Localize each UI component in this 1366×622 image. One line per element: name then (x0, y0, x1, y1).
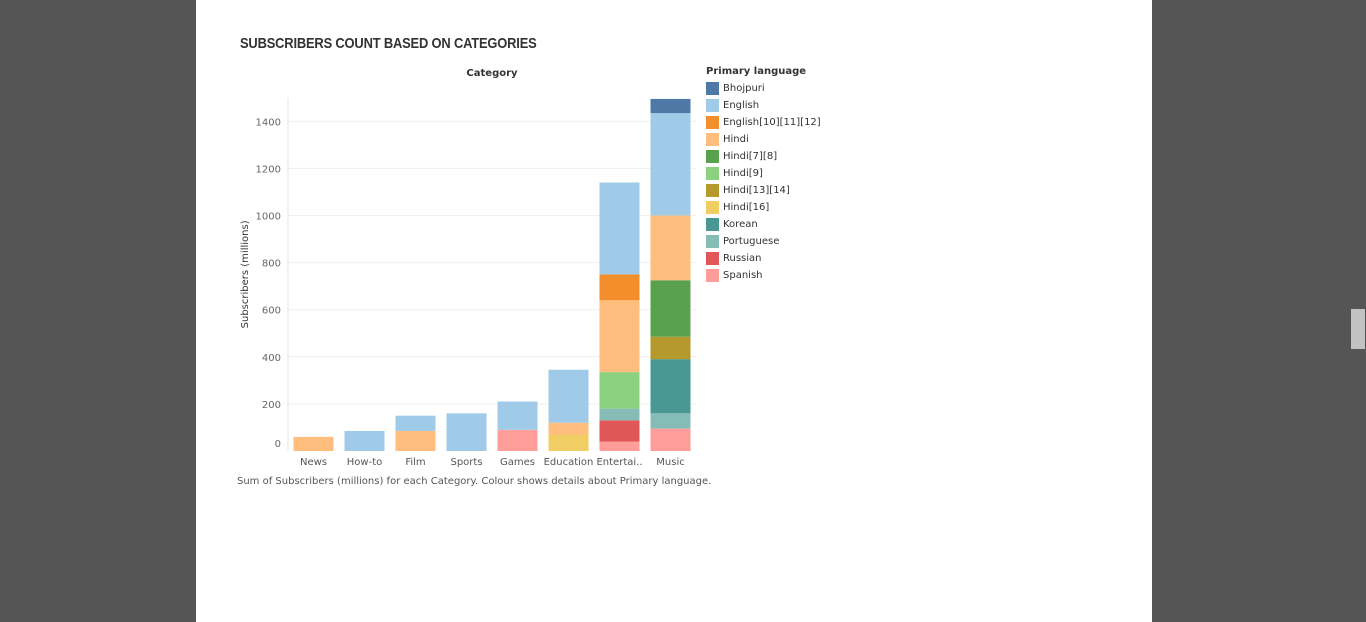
category-label: How-to (347, 457, 382, 468)
bar-segment (395, 430, 436, 451)
legend-title: Primary language (706, 66, 807, 77)
legend-label: Hindi[7][8] (723, 151, 778, 162)
legend-item[interactable]: Hindi (706, 131, 821, 148)
bar-segment (599, 408, 640, 421)
bar-segment (599, 274, 640, 301)
bar-segment (293, 436, 334, 451)
y-tick-label: 1000 (256, 212, 281, 223)
legend-label: English[10][11][12] (723, 117, 821, 128)
legend-item[interactable]: Hindi[9] (706, 165, 821, 182)
y-tick-label: 200 (262, 400, 281, 411)
bar-segment (599, 300, 640, 373)
category-label: Music (656, 457, 684, 468)
category-label: Games (500, 457, 535, 468)
legend-item[interactable]: Portuguese (706, 233, 821, 250)
legend-item[interactable]: Hindi[13][14] (706, 182, 821, 199)
category-label: Sports (450, 457, 482, 468)
legend-swatch (706, 184, 719, 197)
bar-segment (650, 428, 691, 451)
bar-segment (650, 280, 691, 337)
legend-swatch (706, 235, 719, 248)
legend-swatch (706, 99, 719, 112)
legend-label: Spanish (723, 270, 763, 281)
legend-label: Hindi[9] (723, 168, 763, 179)
legend-swatch (706, 252, 719, 265)
legend-label: Portuguese (723, 236, 780, 247)
legend-swatch (706, 82, 719, 95)
bar-segment (497, 429, 538, 451)
bar-segment (497, 401, 538, 430)
legend-label: English (723, 100, 760, 111)
legend-item[interactable]: English[10][11][12] (706, 114, 821, 131)
legend-swatch (706, 201, 719, 214)
bar-segment (395, 415, 436, 431)
bar-segment (650, 98, 691, 114)
dashboard-page: SUBSCRIBERS COUNT BASED ON CATEGORIES Ca… (196, 0, 1152, 622)
legend-item[interactable]: Hindi[16] (706, 199, 821, 216)
bar-segment (650, 215, 691, 281)
chart-title: SUBSCRIBERS COUNT BASED ON CATEGORIES (240, 35, 537, 52)
stacked-bar-chart[interactable]: Category 0 200 400 600 800 1000 1200 1400 Subscri… (196, 0, 706, 476)
legend-swatch (706, 116, 719, 129)
bar-segment (548, 369, 589, 423)
bar-segment (650, 113, 691, 216)
category-label: Film (405, 457, 425, 468)
bar-segment (599, 372, 640, 409)
legend-label: Bhojpuri (723, 83, 765, 94)
legend-swatch (706, 269, 719, 282)
legend-swatch (706, 133, 719, 146)
legend-item[interactable]: Bhojpuri (706, 80, 821, 97)
legend-swatch (706, 150, 719, 163)
legend-item[interactable]: Korean (706, 216, 821, 233)
bar-segment (599, 420, 640, 442)
legend-label: Russian (723, 253, 762, 264)
legend-label: Hindi (723, 134, 749, 145)
category-label: News (300, 457, 327, 468)
bar-segment (599, 182, 640, 275)
y-axis-label: Subscribers (millions) (240, 220, 251, 328)
bar-segment (548, 434, 589, 451)
bar-segment (650, 359, 691, 414)
bar-segment (446, 413, 487, 451)
y-tick-label: 800 (262, 259, 281, 270)
legend-label: Hindi[13][14] (723, 185, 790, 196)
y-tick-label: 1200 (256, 164, 281, 175)
scrollbar-thumb[interactable] (1351, 309, 1365, 349)
legend-item[interactable]: Spanish (706, 267, 821, 284)
legend-item[interactable]: English (706, 97, 821, 114)
category-label: Education (544, 457, 594, 468)
y-tick-label: 0 (275, 439, 281, 450)
bar-segment (548, 422, 589, 435)
bar-segment (650, 413, 691, 429)
legend-item[interactable]: Hindi[7][8] (706, 148, 821, 165)
chart-caption: Sum of Subscribers (millions) for each C… (237, 476, 712, 487)
bar-segment (344, 430, 385, 451)
category-label: Entertai.. (596, 457, 642, 468)
legend-swatch (706, 167, 719, 180)
y-tick-label: 600 (262, 306, 281, 317)
legend-swatch (706, 218, 719, 231)
bar-segment (599, 441, 640, 451)
bar-segment (650, 336, 691, 360)
legend-label: Hindi[16] (723, 202, 770, 213)
y-tick-label: 1400 (256, 117, 281, 128)
column-header: Category (466, 68, 518, 79)
legend-label: Korean (723, 219, 758, 230)
legend-item[interactable]: Russian (706, 250, 821, 267)
legend[interactable]: Primary language Bhojpuri English English[… (706, 66, 821, 284)
y-tick-label: 400 (262, 353, 281, 364)
